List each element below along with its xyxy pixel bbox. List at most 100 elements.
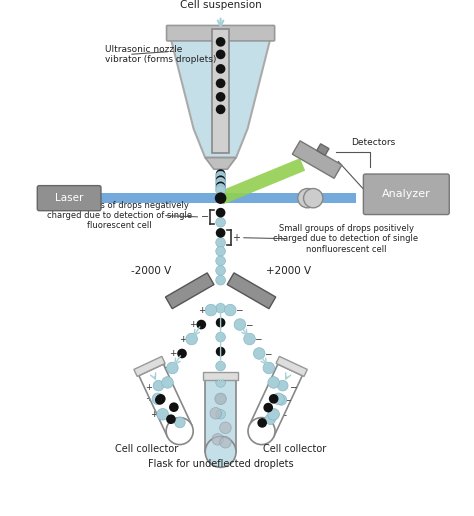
Text: Flask for undeflected droplets: Flask for undeflected droplets	[148, 459, 293, 470]
Circle shape	[219, 437, 231, 448]
Text: +: +	[145, 382, 152, 392]
Text: +: +	[232, 233, 240, 243]
Circle shape	[216, 171, 226, 181]
Circle shape	[216, 169, 226, 179]
Text: Ultrasonic nozzle
vibrator (forms droplets): Ultrasonic nozzle vibrator (forms drople…	[105, 45, 216, 64]
Circle shape	[234, 319, 246, 330]
Circle shape	[166, 417, 193, 445]
Circle shape	[162, 377, 173, 388]
Circle shape	[216, 410, 226, 419]
Text: −: −	[274, 363, 281, 373]
Circle shape	[205, 304, 217, 316]
Text: +: +	[249, 286, 258, 296]
Circle shape	[216, 105, 226, 114]
Circle shape	[166, 362, 178, 374]
Circle shape	[216, 394, 226, 404]
Polygon shape	[165, 273, 214, 309]
Circle shape	[276, 395, 287, 405]
Polygon shape	[317, 144, 329, 155]
Polygon shape	[139, 364, 192, 437]
Text: +: +	[150, 410, 158, 419]
Circle shape	[277, 380, 288, 391]
Circle shape	[257, 418, 267, 428]
Circle shape	[216, 175, 226, 185]
Circle shape	[264, 403, 273, 412]
FancyBboxPatch shape	[364, 174, 449, 215]
Circle shape	[216, 256, 226, 266]
Circle shape	[254, 348, 265, 359]
Circle shape	[269, 394, 279, 404]
Polygon shape	[249, 364, 302, 437]
Circle shape	[153, 380, 164, 391]
Polygon shape	[203, 372, 238, 380]
Circle shape	[215, 192, 227, 204]
Circle shape	[216, 37, 226, 46]
FancyBboxPatch shape	[166, 25, 274, 41]
Circle shape	[219, 422, 231, 433]
Circle shape	[156, 394, 165, 404]
Circle shape	[215, 393, 227, 405]
Circle shape	[268, 377, 280, 388]
Circle shape	[216, 78, 226, 88]
Polygon shape	[218, 158, 305, 204]
Text: −: −	[283, 396, 291, 405]
Circle shape	[177, 349, 187, 358]
Circle shape	[216, 173, 226, 183]
Text: −: −	[279, 410, 286, 419]
Text: −: −	[255, 334, 262, 344]
Text: Detectors: Detectors	[351, 138, 395, 147]
Text: −: −	[279, 378, 286, 387]
Circle shape	[298, 188, 317, 208]
Circle shape	[212, 433, 224, 445]
Bar	[37, 194, 356, 203]
Text: Cell suspension: Cell suspension	[180, 0, 262, 10]
Text: -2000 V: -2000 V	[131, 266, 171, 277]
Circle shape	[216, 347, 226, 357]
Polygon shape	[134, 357, 165, 376]
Text: −: −	[264, 349, 272, 358]
Circle shape	[216, 180, 226, 189]
Circle shape	[216, 217, 226, 227]
Text: +: +	[151, 396, 158, 405]
Circle shape	[216, 303, 226, 313]
Circle shape	[216, 238, 226, 247]
Text: Cell collector: Cell collector	[263, 444, 327, 454]
Circle shape	[216, 178, 226, 187]
Circle shape	[263, 362, 274, 374]
Circle shape	[216, 184, 226, 193]
Circle shape	[216, 318, 226, 328]
Circle shape	[166, 414, 176, 424]
Text: +: +	[170, 349, 177, 358]
Polygon shape	[292, 141, 342, 179]
Circle shape	[216, 266, 226, 276]
Circle shape	[303, 188, 323, 208]
Polygon shape	[205, 380, 236, 452]
Text: +: +	[155, 378, 163, 387]
Circle shape	[186, 333, 198, 345]
Circle shape	[248, 417, 275, 445]
Circle shape	[216, 228, 226, 238]
Circle shape	[216, 92, 226, 102]
Text: −: −	[235, 305, 243, 315]
Circle shape	[216, 182, 226, 191]
Circle shape	[152, 393, 164, 405]
Text: +: +	[199, 305, 206, 315]
Circle shape	[268, 409, 280, 420]
Text: +2000 V: +2000 V	[265, 266, 310, 277]
Text: +: +	[146, 394, 153, 404]
Circle shape	[210, 408, 221, 419]
Text: Laser: Laser	[55, 193, 83, 203]
Circle shape	[216, 361, 226, 371]
Text: −: −	[289, 382, 296, 392]
Circle shape	[216, 50, 226, 59]
Text: −: −	[283, 394, 291, 404]
Text: Small groups of drops positively
charged due to detection of single
nonfluoresce: Small groups of drops positively charged…	[273, 224, 419, 253]
Circle shape	[265, 414, 275, 425]
Circle shape	[216, 186, 226, 195]
FancyBboxPatch shape	[37, 186, 101, 211]
Circle shape	[205, 437, 236, 467]
Circle shape	[244, 333, 255, 345]
Circle shape	[197, 320, 206, 329]
Polygon shape	[171, 37, 271, 158]
Text: Cell collector: Cell collector	[115, 444, 178, 454]
